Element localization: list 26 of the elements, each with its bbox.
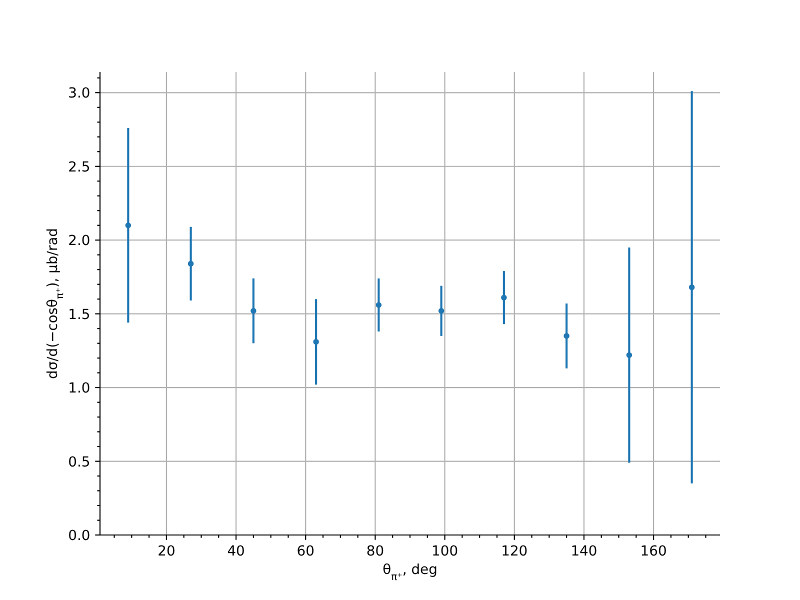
y-tick-label: 0.5 — [68, 454, 90, 470]
x-tick-label: 60 — [296, 543, 314, 560]
point — [376, 302, 382, 308]
x-axis-title: θ$_{π⁺}$, deg — [382, 562, 438, 582]
x-tick-label: 20 — [158, 543, 176, 560]
point — [501, 294, 507, 300]
x-tick-label: 80 — [366, 543, 384, 560]
x-tick-label: 100 — [432, 543, 458, 560]
y-tick-label: 3.0 — [68, 86, 90, 102]
y-tick-label: 2.5 — [68, 159, 90, 176]
x-tick-label: 120 — [501, 543, 528, 560]
y-tick-label: 1.0 — [68, 380, 90, 397]
x-tick-label: 40 — [227, 543, 245, 560]
point — [688, 284, 695, 290]
x-tick-label: 160 — [640, 543, 667, 560]
y-tick-label: 0.0 — [68, 528, 90, 544]
point — [438, 308, 444, 314]
point — [250, 308, 256, 314]
point — [313, 338, 319, 345]
y-tick-label: 2.0 — [68, 233, 90, 250]
point — [125, 222, 132, 228]
point — [564, 333, 570, 339]
x-tick-label: 140 — [570, 543, 598, 560]
y-tick-label: 1.5 — [68, 306, 90, 323]
point — [626, 352, 632, 358]
point — [188, 260, 194, 267]
